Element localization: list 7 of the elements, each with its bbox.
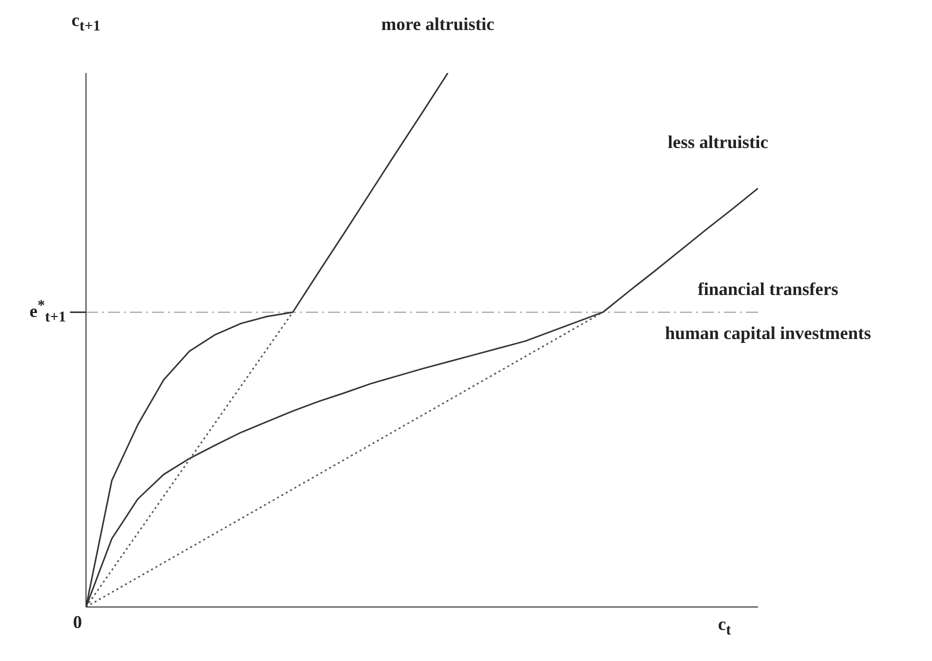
annotation: human capital investments xyxy=(664,323,872,344)
text: more altruistic xyxy=(381,14,494,35)
text: 0 xyxy=(73,612,82,633)
y-axis-title: c$_{t+1}$ xyxy=(71,10,101,36)
annotation: financial transfers xyxy=(698,279,838,300)
x-axis-title: c$_{t}$ xyxy=(718,614,731,640)
annotation: less altruistic xyxy=(668,132,768,154)
